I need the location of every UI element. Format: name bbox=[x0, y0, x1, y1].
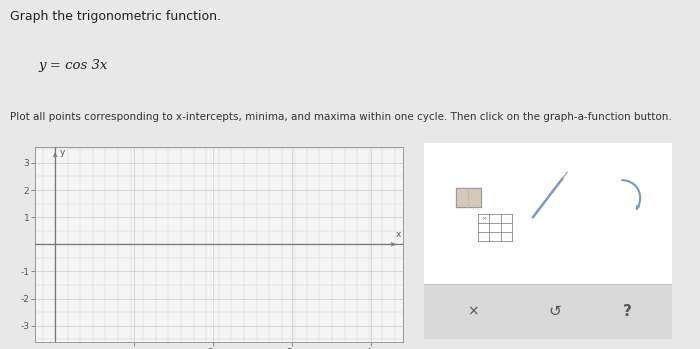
Polygon shape bbox=[456, 188, 481, 207]
Text: ×: × bbox=[481, 216, 486, 221]
Text: Plot all points corresponding to x-intercepts, minima, and maxima within one cyc: Plot all points corresponding to x-inter… bbox=[10, 112, 672, 122]
Bar bbox=[424, 284, 672, 339]
Text: x: x bbox=[396, 230, 401, 239]
Text: y = cos 3x: y = cos 3x bbox=[38, 59, 108, 72]
Text: ?: ? bbox=[623, 304, 631, 319]
Text: ×: × bbox=[468, 304, 479, 318]
Text: y: y bbox=[60, 148, 66, 157]
Text: ↺: ↺ bbox=[549, 304, 561, 319]
Text: Graph the trigonometric function.: Graph the trigonometric function. bbox=[10, 10, 221, 23]
FancyBboxPatch shape bbox=[416, 137, 680, 344]
